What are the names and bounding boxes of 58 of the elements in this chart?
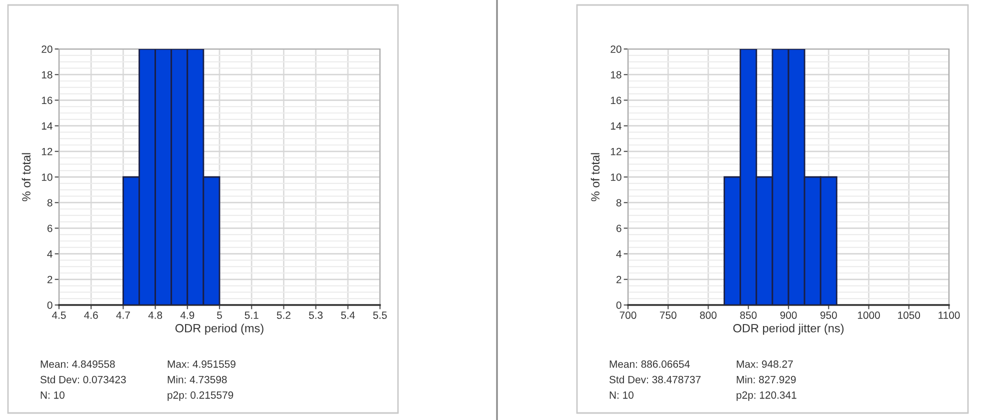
x-tick-label: 5.5	[373, 312, 387, 319]
x-axis-title: ODR period jitter (ns)	[733, 324, 844, 335]
y-tick-label: 6	[47, 224, 52, 232]
x-tick-label: 850	[740, 312, 757, 319]
text: N: 10	[40, 391, 64, 399]
y-tick-label: 16	[42, 96, 52, 104]
y-tick-label: 16	[610, 96, 622, 104]
y-tick-label: 12	[610, 148, 622, 156]
y-tick-label: 8	[616, 199, 622, 206]
y-tick-label: 18	[610, 71, 622, 78]
y-tick-label: 0	[616, 302, 622, 309]
y-tick-label: 20	[42, 46, 52, 53]
x-tick-label: 4.8	[148, 312, 162, 319]
x-tick-label: 1100	[938, 312, 960, 319]
text: Min: 827.929	[736, 376, 796, 384]
y-tick-label: 12	[42, 148, 52, 156]
y-tick-label: 4	[616, 250, 622, 258]
y-tick-label: 10	[42, 174, 52, 181]
y-tick-label: 14	[42, 122, 52, 130]
text: Max: 4.951559	[168, 360, 236, 368]
text: p2p: 120.341	[736, 391, 796, 401]
y-axis-title: % of total	[590, 153, 600, 202]
x-axis-title: ODR period (ms)	[175, 324, 264, 335]
y-tick-label: 14	[610, 122, 622, 130]
x-tick-label: 5	[217, 312, 222, 319]
x-tick-label: 5.1	[244, 312, 258, 319]
x-tick-label: 1000	[858, 312, 880, 319]
text: Max: 948.27	[736, 360, 793, 368]
x-tick-label: 4.7	[116, 312, 130, 319]
y-tick-label: 8	[47, 199, 52, 206]
x-tick-label: 4.9	[180, 312, 194, 319]
x-tick-label: 700	[620, 312, 636, 319]
x-tick-label: 4.6	[84, 312, 98, 319]
x-tick-label: 5.4	[341, 312, 355, 319]
y-tick-label: 20	[610, 46, 622, 53]
text: Mean: 886.06654	[610, 360, 690, 368]
x-tick-label: 5.3	[308, 312, 323, 319]
text: Std Dev: 0.073423	[40, 376, 126, 384]
text: Mean: 4.849558	[40, 360, 115, 368]
y-tick-label: 2	[47, 276, 52, 284]
y-tick-label: 10	[610, 174, 622, 181]
x-tick-label: 800	[700, 312, 717, 319]
x-tick-label: 950	[820, 312, 837, 319]
y-tick-label: 4	[47, 250, 52, 258]
x-tick-label: 750	[660, 312, 676, 319]
text: Std Dev: 38.478737	[609, 376, 701, 384]
y-tick-label: 6	[616, 224, 622, 232]
x-tick-label: 1050	[898, 312, 920, 319]
text: Min: 4.73598	[168, 376, 227, 384]
y-tick-label: 2	[616, 276, 622, 284]
x-tick-label: 5.2	[276, 312, 290, 319]
y-axis-title: % of total	[22, 153, 30, 202]
x-tick-label: 900	[780, 312, 797, 319]
x-tick-label: 4.5	[52, 312, 66, 319]
text: N: 10	[610, 391, 634, 399]
text: p2p: 0.215579	[168, 391, 234, 401]
y-tick-label: 0	[47, 302, 52, 309]
y-tick-label: 18	[42, 71, 52, 78]
